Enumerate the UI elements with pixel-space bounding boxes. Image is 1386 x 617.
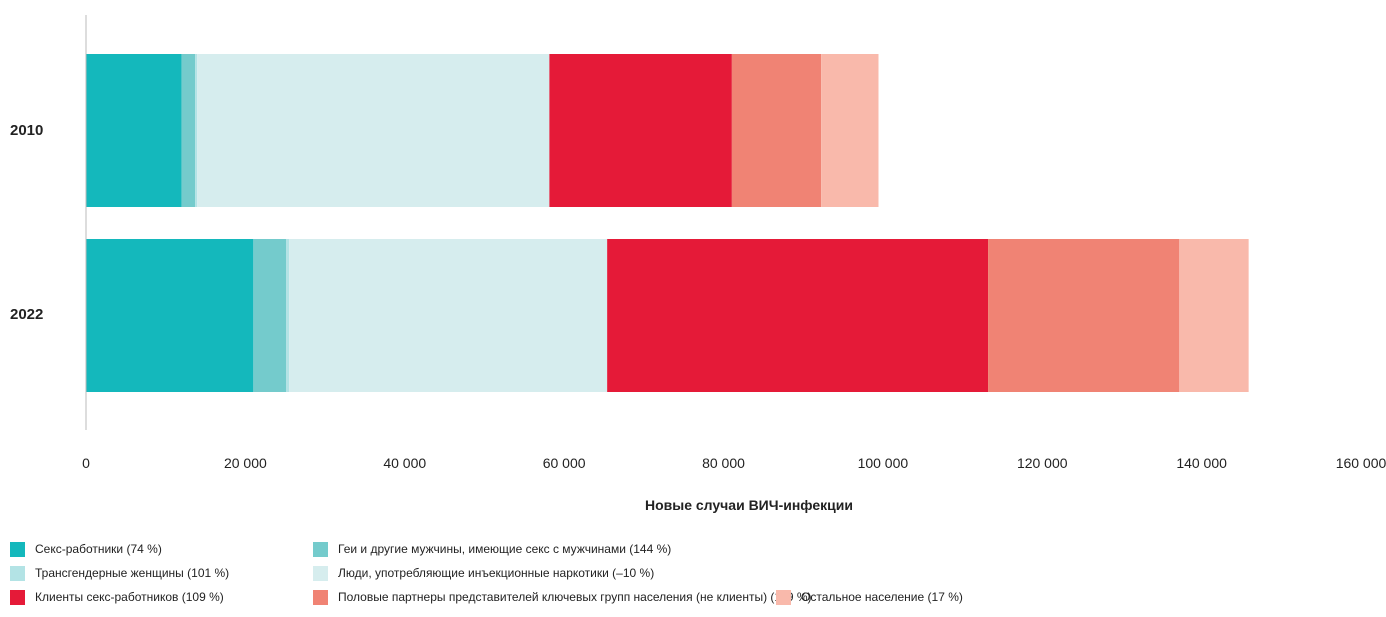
- category-label-2022: 2022: [10, 306, 43, 323]
- legend-swatch-gay-men-msm: [313, 541, 328, 557]
- x-tick-label: 100 000: [858, 455, 909, 471]
- category-label-2010: 2010: [10, 122, 43, 139]
- legend-swatch-transgender-women: [10, 565, 25, 581]
- x-tick-label: 40 000: [383, 455, 426, 471]
- bar-2010-clients-of-sex-workers: [549, 54, 732, 207]
- legend-label-remaining-population: Остальное население (17 %): [801, 590, 963, 604]
- bar-2022-remaining-population: [1179, 239, 1249, 392]
- legend-label-clients-of-sex-workers: Клиенты секс-работников (109 %): [35, 590, 224, 604]
- x-axis-title: Новые случаи ВИЧ-инфекции: [645, 497, 853, 513]
- bar-2010-sexual-partners: [731, 54, 822, 207]
- x-tick-label: 0: [82, 455, 90, 471]
- bar-2022-sexual-partners: [988, 239, 1180, 392]
- bar-group-2010: [86, 54, 879, 207]
- legend-label-sexual-partners: Половые партнеры представителей ключевых…: [338, 590, 812, 604]
- x-axis-ticks: 0 20 000 40 000 60 000 80 000 100 000 120 000 1…: [82, 455, 1386, 471]
- chart: 2010 2022 0 20 000 40 000 60 000 80 000 100 0…: [10, 15, 1386, 513]
- bar-group-2022: [86, 239, 1249, 392]
- legend-item-gay-men-msm: Геи и другие мужчины, имеющие секс с муж…: [313, 541, 671, 557]
- bar-2010-gay-men-msm: [181, 54, 196, 207]
- bar-2022-transgender-women: [286, 239, 290, 392]
- bar-2010-remaining-population: [821, 54, 879, 207]
- legend-swatch-people-who-inject-drugs: [313, 565, 328, 581]
- bar-2010-people-who-inject-drugs: [197, 54, 550, 207]
- legend-swatch-clients-of-sex-workers: [10, 589, 25, 605]
- legend-swatch-remaining-population: [776, 589, 791, 605]
- legend-item-sex-workers: Секс-работники (74 %): [10, 541, 162, 557]
- bar-2022-clients-of-sex-workers: [607, 239, 989, 392]
- legend-label-gay-men-msm: Геи и другие мужчины, имеющие секс с муж…: [338, 542, 672, 556]
- legend-swatch-sex-workers: [10, 541, 25, 557]
- x-tick-label: 80 000: [702, 455, 745, 471]
- x-tick-label: 120 000: [1017, 455, 1068, 471]
- legend-item-transgender-women: Трансгендерные женщины (101 %): [10, 565, 229, 581]
- legend-swatch-sexual-partners: [313, 589, 328, 605]
- x-tick-label: 60 000: [543, 455, 586, 471]
- x-tick-label: 160 000: [1336, 455, 1386, 471]
- x-tick-label: 20 000: [224, 455, 267, 471]
- legend-item-clients-of-sex-workers: Клиенты секс-работников (109 %): [10, 589, 224, 605]
- bar-2022-sex-workers: [86, 239, 254, 392]
- legend-item-people-who-inject-drugs: Люди, употребляющие инъекционные наркоти…: [313, 565, 654, 581]
- legend-label-people-who-inject-drugs: Люди, употребляющие инъекционные наркоти…: [338, 566, 655, 580]
- legend-label-sex-workers: Секс-работники (74 %): [35, 542, 162, 556]
- legend-item-sexual-partners: Половые партнеры представителей ключевых…: [313, 589, 812, 605]
- bar-2022-people-who-inject-drugs: [289, 239, 608, 392]
- legend-label-transgender-women: Трансгендерные женщины (101 %): [35, 566, 230, 580]
- x-tick-label: 140 000: [1176, 455, 1227, 471]
- bar-2010-transgender-women: [195, 54, 198, 207]
- bar-2022-gay-men-msm: [253, 239, 287, 392]
- legend-item-remaining-population: Остальное население (17 %): [776, 589, 963, 605]
- legend: Секс-работники (74 %) Геи и другие мужчи…: [10, 541, 1370, 613]
- bar-2010-sex-workers: [86, 54, 182, 207]
